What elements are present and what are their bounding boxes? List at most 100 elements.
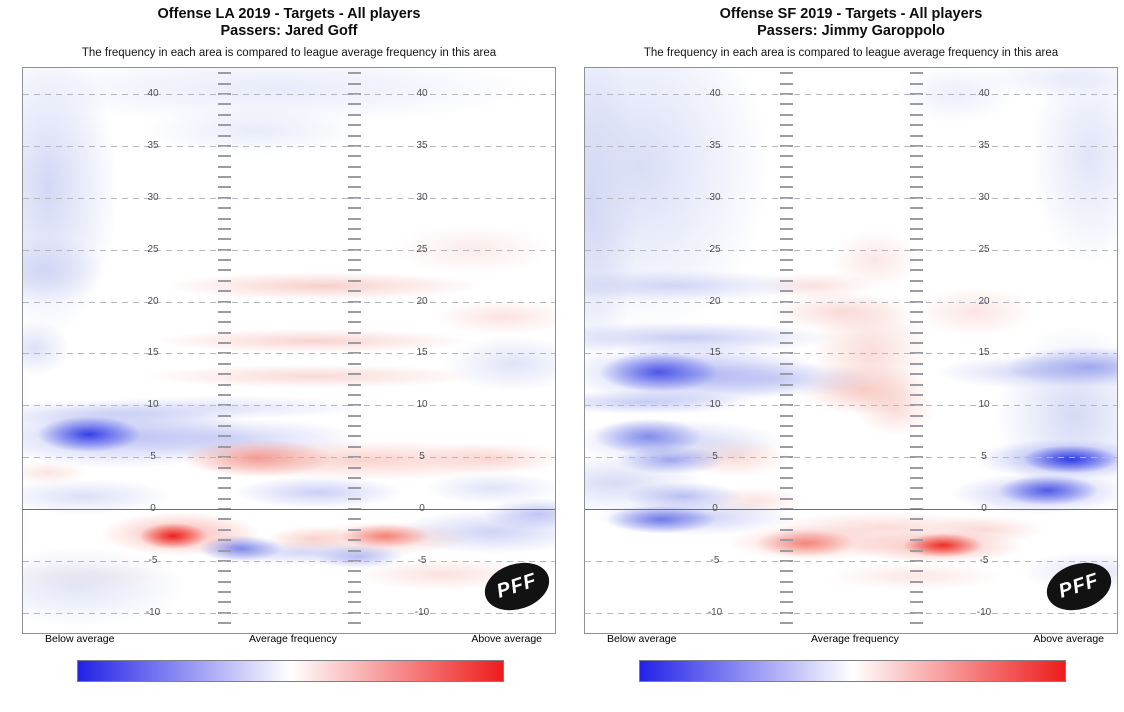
hash-mark <box>910 601 923 604</box>
hash-mark <box>218 269 231 272</box>
yard-label: 25 <box>416 243 428 255</box>
hash-mark <box>780 155 793 158</box>
hash-mark <box>780 435 793 438</box>
yard-gridline <box>23 301 555 303</box>
chart-passers-line: Passers: Jared Goff <box>220 23 358 39</box>
hash-mark <box>780 331 793 334</box>
yard-label: 5 <box>981 451 987 463</box>
yard-label: 10 <box>416 399 428 411</box>
hash-mark <box>218 279 231 282</box>
hash-mark <box>348 435 361 438</box>
yard-label: 40 <box>147 88 159 99</box>
hash-mark <box>780 383 793 386</box>
hash-mark <box>218 124 231 127</box>
hash-mark <box>348 238 361 241</box>
hash-mark <box>780 373 793 376</box>
colorbar-gradient <box>77 660 504 682</box>
hash-mark <box>348 476 361 479</box>
hash-mark <box>348 217 361 220</box>
pff-logo-text: PFF <box>494 569 540 603</box>
hash-mark <box>348 134 361 137</box>
hash-mark <box>910 165 923 168</box>
hash-mark <box>780 227 793 230</box>
hash-mark <box>348 113 361 116</box>
yard-label: 20 <box>147 295 159 307</box>
yard-label: -10 <box>976 606 992 618</box>
field-heatmap-la: PFF 40 40 35 35 30 30 25 25 20 20 15 15 10 10 5 5 0 0 -5 -5… <box>22 67 556 634</box>
hash-mark <box>780 72 793 75</box>
hash-mark <box>910 549 923 552</box>
hash-mark <box>348 487 361 490</box>
hash-mark <box>348 321 361 324</box>
yard-label: 15 <box>709 347 721 359</box>
hash-mark <box>218 445 231 448</box>
yard-label: 20 <box>978 295 990 307</box>
hash-mark <box>780 518 793 521</box>
hash-mark <box>910 570 923 573</box>
hash-mark <box>348 528 361 531</box>
yard-label: -10 <box>707 606 723 618</box>
hash-mark <box>348 622 361 625</box>
hash-mark <box>910 466 923 469</box>
hash-mark <box>218 414 231 417</box>
hash-mark <box>910 207 923 210</box>
hash-mark <box>218 72 231 75</box>
hash-mark <box>910 259 923 261</box>
hash-mark <box>780 238 793 241</box>
yard-label: 30 <box>978 191 990 203</box>
hash-mark <box>910 227 923 230</box>
hash-mark <box>910 310 923 313</box>
hash-mark <box>780 425 793 427</box>
hash-mark <box>780 487 793 490</box>
yard-gridline <box>23 612 555 614</box>
hash-mark <box>910 290 923 293</box>
hash-mark <box>348 497 361 500</box>
hash-mark <box>780 528 793 531</box>
yard-label: 35 <box>416 139 428 151</box>
hash-mark <box>780 362 793 365</box>
yard-gridline <box>23 197 555 199</box>
hash-mark <box>348 466 361 469</box>
hash-mark <box>218 238 231 241</box>
yard-label: 40 <box>978 88 990 99</box>
hash-mark <box>780 103 793 106</box>
hash-mark <box>218 528 231 531</box>
hash-mark <box>780 176 793 178</box>
hash-mark <box>348 393 361 396</box>
hash-mark <box>218 103 231 106</box>
hash-mark <box>780 393 793 396</box>
heatmap-layer <box>23 68 555 633</box>
hash-mark <box>218 227 231 230</box>
hash-mark <box>910 134 923 137</box>
hash-mark <box>910 435 923 438</box>
yard-label: 20 <box>709 295 721 307</box>
hash-mark <box>218 539 231 542</box>
hash-mark <box>780 414 793 417</box>
yard-label: 30 <box>709 191 721 203</box>
hash-mark <box>348 207 361 210</box>
yard-label: 40 <box>709 88 721 99</box>
hash-mark <box>218 362 231 365</box>
hash-mark <box>780 601 793 604</box>
hash-mark <box>910 176 923 178</box>
hash-mark <box>780 269 793 272</box>
hash-mark <box>910 113 923 116</box>
hash-mark <box>910 528 923 531</box>
chart-note: The frequency in each area is compared t… <box>643 47 1059 59</box>
hash-mark <box>218 570 231 573</box>
hash-mark <box>780 342 793 344</box>
hash-mark <box>348 279 361 282</box>
hash-mark <box>348 601 361 604</box>
yard-gridline <box>23 94 555 95</box>
hash-mark <box>910 238 923 241</box>
yard-gridline <box>23 249 555 251</box>
hash-mark <box>218 487 231 490</box>
colorbar-labels: Below average Average frequency Above av… <box>22 633 556 646</box>
hash-mark <box>218 476 231 479</box>
hash-mark <box>780 321 793 324</box>
yard-label: 30 <box>416 191 428 203</box>
hash-mark <box>910 393 923 396</box>
hash-mark <box>780 497 793 500</box>
hash-mark <box>348 310 361 313</box>
hash-mark <box>780 580 793 583</box>
